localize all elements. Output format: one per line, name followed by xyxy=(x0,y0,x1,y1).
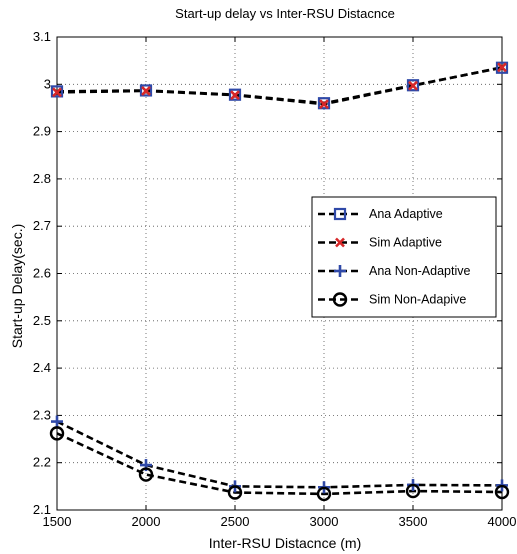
data-point xyxy=(228,88,242,101)
series xyxy=(49,61,510,502)
x-tick-label: 3000 xyxy=(310,514,339,529)
square-marker-shape xyxy=(317,97,331,110)
x-marker-stroke xyxy=(335,237,345,248)
x-tick-label: 2000 xyxy=(132,514,161,529)
y-tick-label: 2.9 xyxy=(33,124,51,139)
y-tick-label: 2.8 xyxy=(33,171,51,186)
data-point xyxy=(50,85,64,98)
data-point xyxy=(494,484,510,500)
legend-label: Ana Adaptive xyxy=(369,207,443,221)
y-tick-label: 2.4 xyxy=(33,360,51,375)
data-point xyxy=(51,415,63,428)
ticks: 1500 2000 2500 3000 3500 4000 2.1 2.2 2.3 2.4 2.5 2… xyxy=(33,29,517,529)
data-point xyxy=(319,99,329,110)
data-point xyxy=(497,62,507,73)
data-point xyxy=(316,486,332,502)
legend-marker xyxy=(333,207,347,221)
data-point xyxy=(408,80,418,91)
legend-marker xyxy=(335,237,345,248)
legend-label: Ana Non-Adaptive xyxy=(369,264,471,278)
legend-label: Sim Adaptive xyxy=(369,236,442,250)
data-point xyxy=(230,90,240,101)
data-point xyxy=(406,79,420,92)
data-point xyxy=(495,61,509,74)
square-marker-shape xyxy=(139,84,153,97)
x-marker-stroke xyxy=(141,86,151,96)
y-tick-label: 2.2 xyxy=(33,455,51,470)
circle-marker-shape xyxy=(49,426,65,441)
square-marker-shape xyxy=(50,85,64,98)
y-tick-label: 3 xyxy=(44,76,51,91)
series-line xyxy=(56,65,503,106)
data-point xyxy=(138,467,154,482)
data-point xyxy=(52,87,62,98)
circle-marker-shape xyxy=(332,292,348,307)
y-tick-label: 2.1 xyxy=(33,502,51,517)
square-marker-shape xyxy=(495,61,509,74)
y-axis-label: Start-up Delay(sec.) xyxy=(9,224,25,348)
x-tick-label: 4000 xyxy=(488,514,517,529)
legend: Ana Adaptive Sim Adaptive Ana Non-Adaptive… xyxy=(311,196,497,318)
circle-marker-shape xyxy=(138,467,154,482)
x-tick-label: 2500 xyxy=(221,514,250,529)
x-axis-label: Inter-RSU Distacnce (m) xyxy=(209,535,361,551)
legend-box xyxy=(311,196,497,318)
square-marker-shape xyxy=(333,207,347,221)
circle-marker-shape xyxy=(227,485,243,500)
x-marker-stroke xyxy=(52,87,62,98)
data-point xyxy=(405,483,421,499)
y-tick-label: 2.6 xyxy=(33,266,51,281)
chart-title: Start-up delay vs Inter-RSU Distacnce xyxy=(175,6,395,21)
series-line xyxy=(56,66,503,105)
circle-marker-shape xyxy=(405,483,421,499)
square-marker-shape xyxy=(406,79,420,92)
legend-marker xyxy=(334,265,346,277)
x-tick-label: 1500 xyxy=(43,514,72,529)
y-tick-label: 2.7 xyxy=(33,218,51,233)
data-point xyxy=(139,84,153,97)
x-marker-stroke xyxy=(408,80,418,91)
square-marker-shape xyxy=(228,88,242,101)
x-marker-stroke xyxy=(230,90,240,101)
x-tick-label: 3500 xyxy=(399,514,428,529)
circle-marker-shape xyxy=(494,484,510,500)
data-point xyxy=(317,97,331,110)
x-marker-stroke xyxy=(497,62,507,73)
y-tick-label: 2.3 xyxy=(33,407,51,422)
circle-marker-shape xyxy=(316,486,332,502)
x-marker-stroke xyxy=(319,99,329,110)
legend-marker xyxy=(332,292,348,307)
data-point xyxy=(227,485,243,500)
series-line xyxy=(56,420,503,489)
y-tick-label: 3.1 xyxy=(33,29,51,44)
data-point xyxy=(141,86,151,96)
legend-label: Sim Non-Adapive xyxy=(369,293,466,307)
y-tick-label: 2.5 xyxy=(33,313,51,328)
data-point xyxy=(49,426,65,441)
series-line xyxy=(56,432,503,496)
